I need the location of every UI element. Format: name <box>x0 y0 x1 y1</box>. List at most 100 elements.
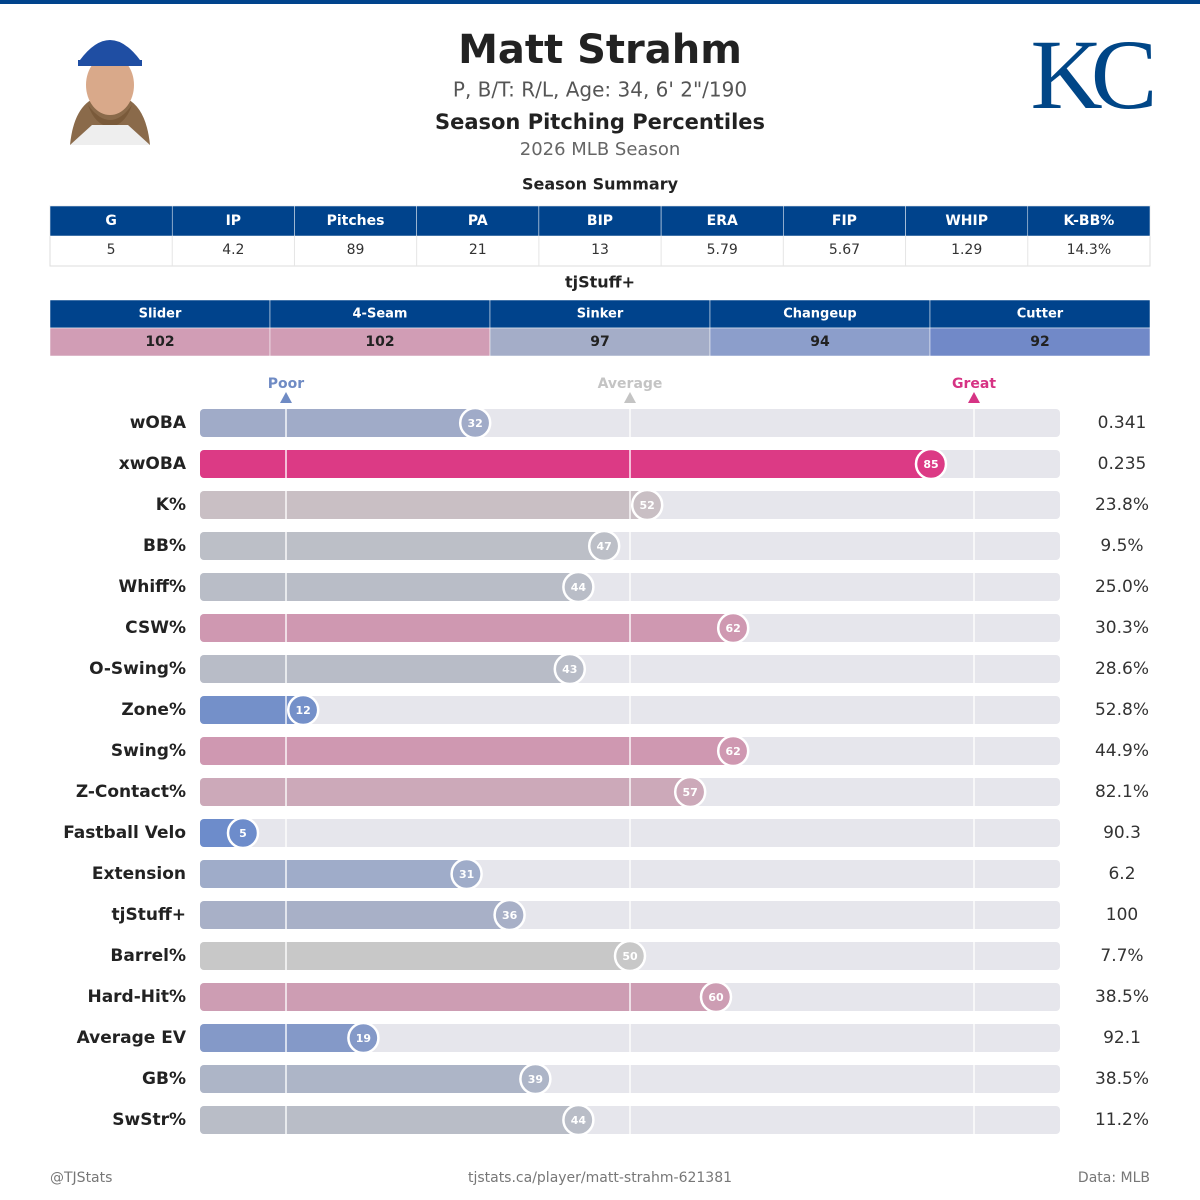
summary-value: 4.2 <box>222 242 244 258</box>
percentile-dot <box>716 611 750 645</box>
footer-right: Data: MLB <box>1078 1170 1150 1186</box>
summary-header: FIP <box>832 213 857 229</box>
pitch-name: Changeup <box>783 307 857 322</box>
category-label: Whiff% <box>119 577 187 597</box>
category-label: Barrel% <box>110 946 186 966</box>
metric-value: 52.8% <box>1095 700 1149 720</box>
footer-center: tjstats.ca/player/matt-strahm-621381 <box>468 1170 732 1186</box>
x-tick-label: Average <box>598 376 663 392</box>
tick-marker <box>280 392 292 403</box>
top-rule <box>0 0 1200 4</box>
summary-header-cell <box>294 205 417 237</box>
percentile-dot <box>450 857 483 891</box>
category-label: O-Swing% <box>89 659 186 679</box>
bar <box>200 614 734 642</box>
percentile-label: 52 <box>640 499 655 512</box>
percentile-dot <box>716 734 750 768</box>
bar <box>200 860 467 888</box>
percentile-label: 47 <box>597 540 612 553</box>
footer-left: @TJStats <box>50 1170 112 1186</box>
summary-header: K-BB% <box>1063 213 1114 229</box>
pitch-header-cell <box>709 299 931 329</box>
metric-value: 38.5% <box>1095 1069 1149 1089</box>
percentile-label: 39 <box>528 1073 543 1086</box>
category-label: wOBA <box>130 413 187 433</box>
percentile-dot <box>562 570 595 604</box>
player-name: Matt Strahm <box>458 27 742 73</box>
bar <box>200 1024 364 1052</box>
metric-value: 6.2 <box>1108 864 1135 884</box>
summary-header: Pitches <box>327 213 385 229</box>
pitch-value-cell <box>929 327 1151 357</box>
percentile-dot <box>613 939 647 973</box>
percentile-dot <box>914 447 948 481</box>
pitch-value: 92 <box>1030 334 1049 350</box>
summary-header-cell <box>660 205 784 237</box>
bar <box>200 696 304 724</box>
summary-header: PA <box>468 213 488 229</box>
summary-value: 14.3% <box>1067 242 1111 258</box>
team-logo: KC <box>1031 19 1153 130</box>
pitch-value: 102 <box>145 334 174 350</box>
percentile-label: 19 <box>356 1032 371 1045</box>
category-label: Z-Contact% <box>76 782 186 802</box>
percentile-dot <box>347 1021 380 1055</box>
percentile-label: 62 <box>726 622 741 635</box>
category-label: tjStuff+ <box>112 905 186 925</box>
percentile-label: 5 <box>239 827 247 840</box>
bar <box>200 1065 536 1093</box>
pitch-value-cell <box>709 327 931 357</box>
metric-value: 11.2% <box>1095 1110 1149 1130</box>
percentile-dot <box>519 1062 552 1096</box>
percentile-dot <box>553 652 587 686</box>
percentile-label: 32 <box>468 417 483 430</box>
summary-value: 13 <box>591 242 609 258</box>
bar <box>200 532 605 560</box>
category-label: xwOBA <box>119 454 187 474</box>
category-label: K% <box>156 495 186 515</box>
category-label: Average EV <box>77 1028 187 1048</box>
bar <box>200 491 648 519</box>
metric-value: 7.7% <box>1100 946 1143 966</box>
percentile-label: 57 <box>683 786 698 799</box>
summary-value: 89 <box>347 242 365 258</box>
summary-header: IP <box>226 213 241 229</box>
pitch-value-cell <box>269 327 491 357</box>
pitch-name: Slider <box>139 307 182 322</box>
summary-value: 1.29 <box>951 242 982 258</box>
percentile-label: 60 <box>708 991 724 1004</box>
metric-value: 44.9% <box>1095 741 1149 761</box>
bar <box>200 573 579 601</box>
percentile-dot <box>286 693 320 727</box>
pitch-value: 94 <box>810 334 830 350</box>
x-tick-label: Great <box>952 376 996 392</box>
percentile-dot <box>226 816 260 850</box>
metric-value: 23.8% <box>1095 495 1149 515</box>
pitch-value-cell <box>49 327 271 357</box>
summary-title: Season Summary <box>522 175 679 194</box>
summary-header: G <box>105 213 117 229</box>
percentile-dot <box>699 980 733 1014</box>
bar <box>200 901 510 929</box>
metric-value: 0.341 <box>1098 413 1147 433</box>
percentile-label: 85 <box>923 458 938 471</box>
bar <box>200 409 476 437</box>
percentile-label: 44 <box>571 581 587 594</box>
summary-header: WHIP <box>945 213 988 229</box>
category-label: GB% <box>142 1069 186 1089</box>
tick-marker <box>968 392 980 403</box>
percentile-label: 36 <box>502 909 518 922</box>
metric-value: 0.235 <box>1098 454 1147 474</box>
summary-header: BIP <box>587 213 613 229</box>
category-label: Hard-Hit% <box>87 987 186 1007</box>
category-label: Extension <box>92 864 186 884</box>
metric-value: 90.3 <box>1103 823 1141 843</box>
metric-value: 30.3% <box>1095 618 1149 638</box>
percentile-label: 50 <box>622 950 638 963</box>
pitch-name: Cutter <box>1017 307 1064 322</box>
percentile-dot <box>458 406 492 440</box>
summary-header-cell <box>416 205 540 237</box>
summary-value: 21 <box>469 242 487 258</box>
